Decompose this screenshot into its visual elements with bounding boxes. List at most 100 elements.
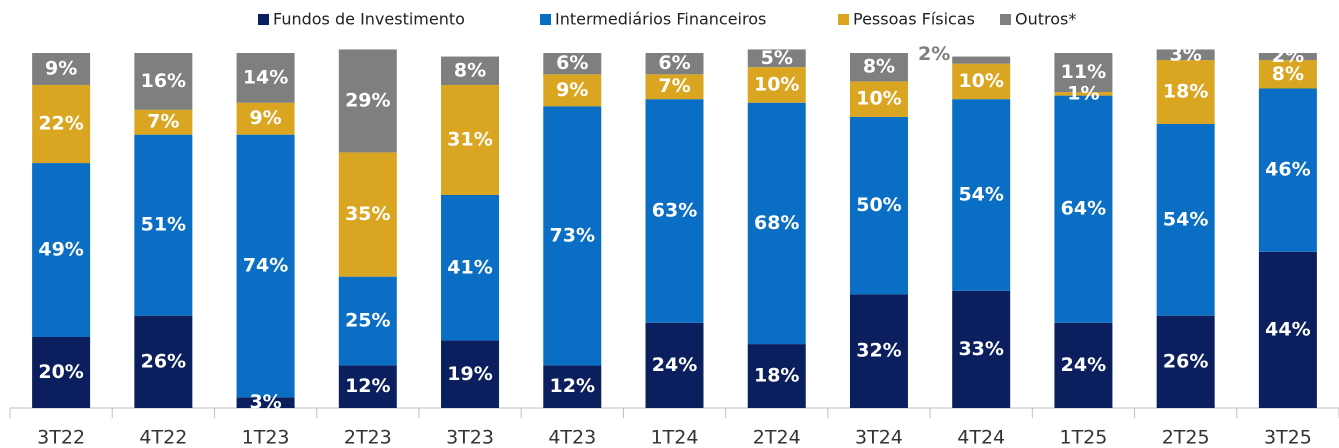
bar-segment	[338, 365, 397, 408]
data-label: 26%	[1163, 350, 1208, 372]
bar-segment	[645, 99, 704, 323]
bar-segment	[134, 134, 193, 316]
bar-segment	[1258, 53, 1317, 61]
data-label: 26%	[141, 350, 186, 372]
bar-segment	[747, 67, 806, 103]
bar-segment	[543, 53, 602, 75]
bar-segment	[1258, 60, 1317, 89]
legend-label: Intermediários Financeiros	[555, 10, 766, 29]
data-label: 8%	[863, 56, 895, 78]
bar-segment	[1054, 322, 1113, 408]
data-label: 1%	[1067, 82, 1099, 104]
x-tick-label: 4T24	[957, 427, 1005, 448]
bar-segment	[236, 134, 295, 398]
legend-label: Pessoas Físicas	[853, 10, 975, 29]
legend-swatch	[1000, 14, 1011, 25]
data-label: 24%	[652, 354, 697, 376]
bar-segment	[338, 276, 397, 366]
x-tick-label: 3T23	[446, 427, 494, 448]
x-tick-label: 2T24	[753, 427, 801, 448]
bar-segment	[952, 290, 1011, 408]
data-label: 7%	[147, 111, 179, 133]
data-label: 31%	[447, 128, 492, 150]
bar-segment	[952, 63, 1011, 100]
bar-segment	[849, 294, 908, 408]
data-label: 41%	[447, 256, 492, 278]
bar-segment	[849, 81, 908, 117]
x-tick-label: 1T23	[242, 427, 290, 448]
bar-segment	[849, 53, 908, 82]
x-tick-label: 1T25	[1059, 427, 1107, 448]
data-label: 9%	[45, 57, 77, 79]
bar-segment	[849, 116, 908, 295]
data-label: 25%	[345, 310, 390, 332]
bar-segment	[1156, 124, 1215, 316]
data-label: 50%	[856, 194, 901, 216]
bar-segment	[32, 163, 91, 337]
data-label: 54%	[958, 184, 1003, 206]
data-label: 8%	[454, 59, 486, 81]
data-label: 16%	[141, 70, 186, 92]
data-label: 3%	[1170, 43, 1202, 65]
bar-segment	[236, 102, 295, 135]
data-label: 18%	[754, 365, 799, 387]
legend-swatch	[540, 14, 551, 25]
bar-segment	[32, 53, 91, 85]
bar-segment	[952, 99, 1011, 291]
x-tick-label: 4T22	[139, 427, 187, 448]
data-label: 2%	[1272, 45, 1304, 67]
x-tick-label: 4T23	[548, 427, 596, 448]
x-tick-label: 3T25	[1264, 427, 1312, 448]
data-label: 24%	[1061, 354, 1106, 376]
bar-segment	[747, 102, 806, 345]
data-label: 3%	[249, 391, 281, 413]
bar-segment	[32, 337, 91, 408]
bar-segment	[338, 49, 397, 153]
bar-segment	[1258, 251, 1317, 408]
data-label: 46%	[1265, 159, 1310, 181]
bar-segment	[236, 53, 295, 103]
data-label: 54%	[1163, 208, 1208, 230]
bar-segment	[645, 53, 704, 75]
bar-segment	[338, 152, 397, 277]
data-label: 74%	[243, 255, 288, 277]
x-tick-label: 1T24	[651, 427, 699, 448]
bar-segment	[1258, 88, 1317, 252]
data-label: 49%	[38, 239, 83, 261]
bar-segment	[747, 344, 806, 408]
legend-swatch	[838, 14, 849, 25]
data-label: 22%	[38, 113, 83, 135]
data-label: 5%	[761, 47, 793, 69]
data-label: 2%	[918, 43, 950, 65]
data-label: 12%	[550, 375, 595, 397]
data-label: 6%	[556, 52, 588, 74]
data-label: 14%	[243, 66, 288, 88]
x-tick-label: 3T22	[37, 427, 85, 448]
bar-segment	[441, 84, 500, 195]
data-label: 35%	[345, 203, 390, 225]
data-label: 12%	[345, 375, 390, 397]
bar-segment	[645, 322, 704, 408]
bar-segment	[645, 74, 704, 100]
data-label: 11%	[1061, 61, 1106, 83]
x-tick-label: 2T25	[1162, 427, 1210, 448]
legend-label: Outros*	[1015, 10, 1076, 29]
data-label: 63%	[652, 199, 697, 221]
bar-segment	[441, 340, 500, 408]
bar-segment	[236, 397, 295, 408]
data-label: 10%	[856, 88, 901, 110]
bar-segment	[32, 84, 91, 164]
x-tick-label: 3T24	[855, 427, 903, 448]
bar-segment	[1156, 49, 1215, 61]
data-label: 6%	[658, 52, 690, 74]
data-label: 8%	[1272, 63, 1304, 85]
data-label: 9%	[556, 79, 588, 101]
bar-segment	[134, 109, 193, 135]
data-label: 68%	[754, 212, 799, 234]
bar-segment	[134, 315, 193, 408]
bar-segment	[1156, 315, 1215, 408]
legend-swatch	[258, 14, 269, 25]
bar-segment	[543, 74, 602, 107]
data-label: 51%	[141, 214, 186, 236]
bar-segment	[1054, 92, 1113, 96]
